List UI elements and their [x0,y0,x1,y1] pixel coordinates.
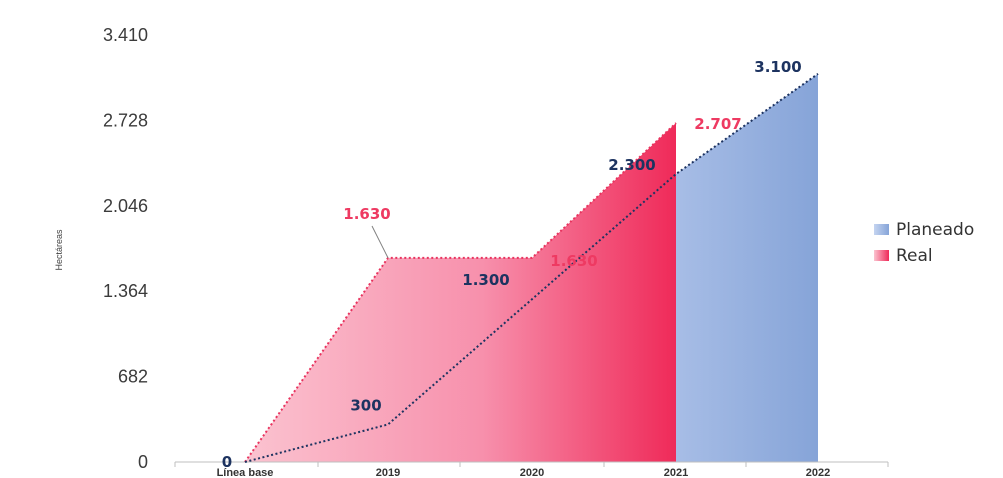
x-category-label: Línea base [217,467,274,478]
legend-swatch-real [874,250,889,261]
y-tick-label: 2.046 [103,196,148,216]
axes-layer: 0 682 1.364 2.046 2.728 3.410 Hectáreas Línea b… [54,25,889,478]
x-category-label: 2020 [520,467,544,478]
legend-swatch-planeado [874,224,889,235]
y-tick-label: 0 [138,452,148,472]
planeado-data-label: 2.300 [608,156,655,174]
planeado-data-label: 300 [350,396,381,414]
y-axis-title: Hectáreas [54,229,64,271]
real-data-label: 1.630 [550,252,597,270]
real-series-line [244,122,677,463]
x-category-label: 2019 [376,467,400,478]
real-area [245,123,676,463]
legend: Planeado Real [874,220,974,266]
y-tick-label: 1.364 [103,281,148,301]
planeado-data-label: 0 [222,453,232,471]
planeado-series-line [244,73,819,463]
x-category-label: 2022 [806,467,830,478]
labels-layer: 0 300 1.300 2.300 3.100 1.630 1.630 2.707 [222,58,802,471]
areas-layer [245,73,818,463]
real-data-label: 2.707 [694,115,741,133]
planeado-area [676,73,818,463]
planeado-data-label: 3.100 [754,58,801,76]
y-tick-label: 2.728 [103,110,148,130]
lines-layer [244,73,819,463]
real-data-label: 1.630 [343,205,390,223]
planeado-data-label: 1.300 [462,271,509,289]
legend-label-real: Real [896,246,933,266]
real-label-leader-line [371,225,389,259]
legend-label-planeado: Planeado [896,220,974,240]
y-tick-label: 3.410 [103,25,148,45]
x-category-label: 2021 [664,467,688,478]
y-tick-label: 682 [118,367,148,387]
